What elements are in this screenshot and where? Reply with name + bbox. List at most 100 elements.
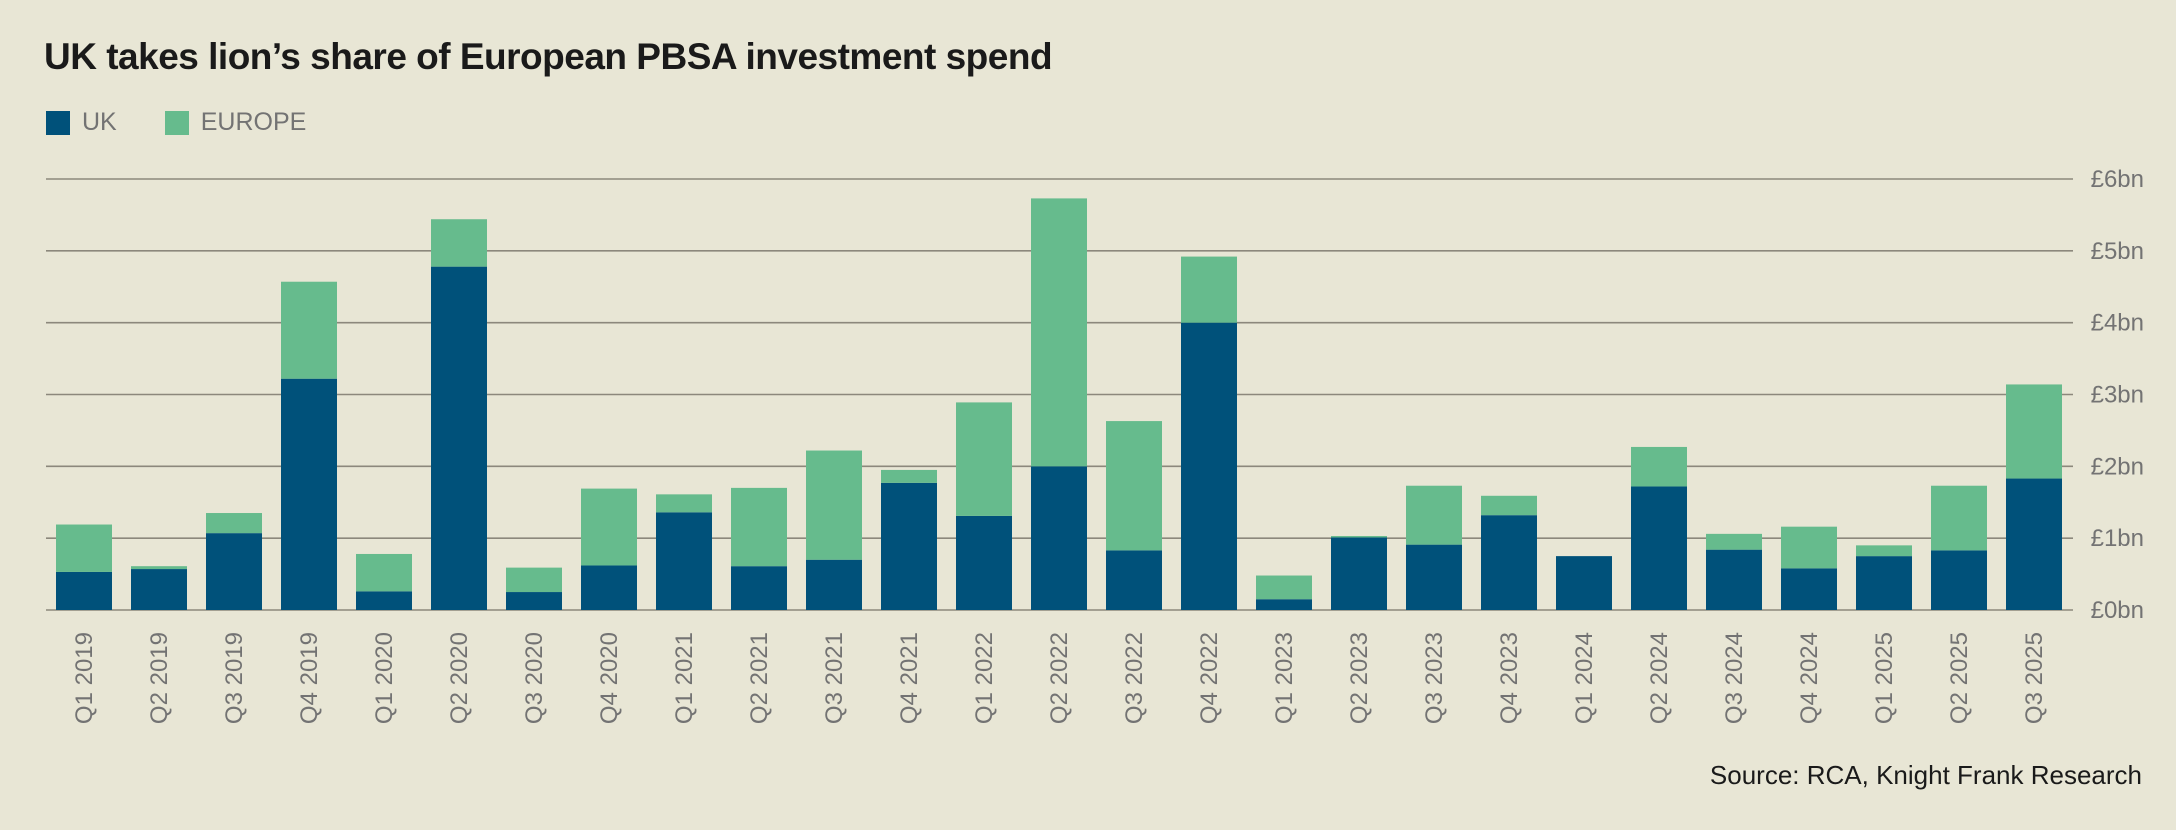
legend-item-europe: EUROPE (164, 108, 307, 137)
y-tick-label: £6bn (2091, 166, 2144, 193)
bar-europe-q4-2022 (1181, 256, 1237, 323)
bar-uk-q2-2019 (131, 569, 187, 610)
bar-uk-q1-2025 (1856, 556, 1912, 610)
x-tick-label: Q2 2025 (1946, 632, 1973, 724)
bar-uk-q1-2023 (1256, 599, 1312, 610)
y-tick-label: £5bn (2091, 238, 2144, 265)
bar-uk-q1-2020 (356, 591, 412, 610)
bar-uk-q2-2024 (1631, 486, 1687, 610)
bar-europe-q4-2020 (581, 488, 637, 566)
x-tick-label: Q1 2024 (1571, 632, 1598, 724)
bar-uk-q3-2025 (2006, 478, 2062, 610)
bar-europe-q1-2023 (1256, 575, 1312, 600)
x-tick-label: Q4 2022 (1196, 632, 1223, 724)
bar-europe-q4-2023 (1481, 495, 1537, 516)
bar-uk-q4-2019 (281, 378, 337, 610)
y-axis-ticks: £0bn £1bn £2bn £3bn £4bn £5bn £6bn (2091, 166, 2144, 624)
bar-europe-q1-2020 (356, 553, 412, 592)
x-tick-label: Q1 2025 (1871, 632, 1898, 724)
x-tick-label: Q3 2025 (2021, 632, 2048, 724)
bar-uk-q3-2021 (806, 559, 862, 610)
bar-europe-q3-2023 (1406, 485, 1462, 545)
x-tick-label: Q4 2019 (296, 632, 323, 724)
x-tick-label: Q1 2023 (1271, 632, 1298, 724)
bar-uk-q1-2024 (1556, 556, 1612, 610)
bar-europe-q3-2024 (1706, 533, 1762, 550)
bar-uk-q3-2020 (506, 592, 562, 610)
bar-europe-q2-2022 (1031, 198, 1087, 467)
bar-uk-q3-2024 (1706, 549, 1762, 610)
bar-uk-q1-2021 (656, 512, 712, 610)
bar-uk-q3-2023 (1406, 544, 1462, 610)
bar-europe-q3-2019 (206, 513, 262, 534)
legend-label-europe: EUROPE (200, 108, 307, 136)
bar-europe-q2-2025 (1931, 485, 1987, 551)
legend-label-uk: UK (82, 108, 117, 136)
chart-title: UK takes lion’s share of European PBSA i… (44, 36, 1053, 77)
bar-europe-q2-2021 (731, 487, 787, 567)
bar-europe-q2-2019 (131, 566, 187, 570)
bar-europe-q2-2020 (431, 219, 487, 267)
bar-uk-q1-2022 (956, 515, 1012, 610)
y-tick-label: £3bn (2091, 382, 2144, 409)
bar-europe-q4-2024 (1781, 526, 1837, 569)
x-tick-label: Q3 2022 (1121, 632, 1148, 724)
y-tick-label: £0bn (2091, 597, 2144, 624)
y-tick-label: £2bn (2091, 453, 2144, 480)
legend-swatch-uk (46, 110, 70, 135)
x-axis-ticks: Q1 2019 Q2 2019 Q3 2019 Q4 2019 Q1 2020 Q2 20… (71, 632, 2048, 724)
bar-europe-q1-2022 (956, 402, 1012, 516)
bar-uk-q4-2022 (1181, 322, 1237, 610)
bar-europe-q2-2023 (1331, 536, 1387, 538)
x-tick-label: Q2 2021 (746, 632, 773, 724)
x-tick-label: Q3 2021 (821, 632, 848, 724)
x-tick-label: Q4 2023 (1496, 632, 1523, 724)
bar-uk-q3-2019 (206, 533, 262, 610)
x-tick-label: Q2 2020 (446, 632, 473, 724)
x-tick-label: Q2 2022 (1046, 632, 1073, 724)
bar-europe-q3-2025 (2006, 384, 2062, 479)
x-tick-label: Q3 2024 (1721, 632, 1748, 724)
bar-europe-q1-2019 (56, 524, 112, 572)
bar-uk-q2-2025 (1931, 550, 1987, 610)
bar-uk-q4-2021 (881, 482, 937, 610)
bar-europe-q1-2025 (1856, 545, 1912, 557)
bar-uk-q3-2022 (1106, 550, 1162, 610)
bar-uk-q4-2020 (581, 565, 637, 610)
x-tick-label: Q1 2020 (371, 632, 398, 724)
bars (56, 198, 2062, 610)
x-tick-label: Q4 2024 (1796, 632, 1823, 724)
bar-uk-q2-2022 (1031, 466, 1087, 610)
bar-uk-q4-2023 (1481, 515, 1537, 610)
bar-uk-q2-2020 (431, 266, 487, 610)
x-tick-label: Q3 2019 (221, 632, 248, 724)
x-tick-label: Q2 2023 (1346, 632, 1373, 724)
bar-europe-q4-2019 (281, 281, 337, 379)
bar-europe-q3-2022 (1106, 421, 1162, 551)
bar-uk-q2-2023 (1331, 537, 1387, 610)
bar-uk-q2-2021 (731, 566, 787, 610)
x-tick-label: Q4 2021 (896, 632, 923, 724)
bar-uk-q4-2024 (1781, 568, 1837, 610)
x-tick-label: Q2 2019 (146, 632, 173, 724)
bar-europe-q2-2024 (1631, 446, 1687, 487)
x-tick-label: Q3 2023 (1421, 632, 1448, 724)
bar-europe-q1-2021 (656, 494, 712, 513)
x-tick-label: Q3 2020 (521, 632, 548, 724)
x-tick-label: Q2 2024 (1646, 632, 1673, 724)
legend-swatch-europe (164, 110, 189, 135)
source-note: Source: RCA, Knight Frank Research (1709, 760, 2142, 790)
bar-uk-q1-2019 (56, 571, 112, 610)
x-tick-label: Q1 2022 (971, 632, 998, 724)
x-tick-label: Q1 2021 (671, 632, 698, 724)
y-tick-label: £4bn (2091, 310, 2144, 337)
legend: UK EUROPE (46, 108, 354, 137)
x-tick-label: Q4 2020 (596, 632, 623, 724)
legend-item-uk: UK (46, 108, 117, 137)
x-tick-label: Q1 2019 (71, 632, 98, 724)
bar-europe-q3-2021 (806, 450, 862, 560)
bar-europe-q3-2020 (506, 567, 562, 593)
bar-europe-q4-2021 (881, 469, 937, 483)
y-tick-label: £1bn (2091, 525, 2144, 552)
